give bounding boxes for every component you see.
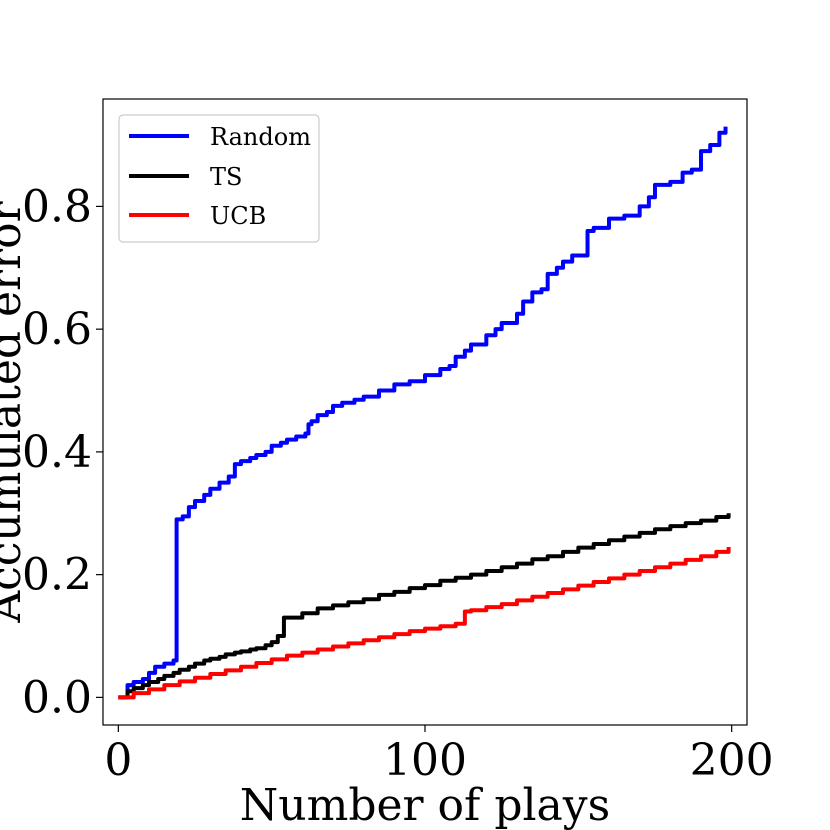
y-tick-label: 0.4 [22, 427, 92, 478]
series-layer [118, 126, 731, 700]
legend-box [118, 114, 320, 243]
series-line-random [118, 126, 728, 700]
legend-label-ts: TS [210, 163, 242, 191]
x-tick-label: 200 [690, 735, 774, 786]
legend: Random TS UCB [118, 114, 320, 243]
y-tick-label: 0.2 [22, 550, 92, 601]
x-axis-label: Number of plays [240, 780, 610, 830]
series-line-ts [118, 513, 731, 700]
series-line-ucb [118, 547, 731, 700]
x-tick-label: 0 [104, 735, 132, 786]
y-tick-label: 0.8 [22, 181, 92, 232]
y-axis-label: Accumulated error [0, 200, 31, 623]
x-ticks: 0 100 200 [104, 725, 774, 786]
y-tick-label: 0.0 [22, 672, 92, 723]
legend-label-ucb: UCB [210, 202, 266, 230]
x-tick-label: 100 [383, 735, 467, 786]
legend-label-random: Random [210, 123, 311, 151]
y-tick-label: 0.6 [22, 304, 92, 355]
y-ticks: 0.0 0.2 0.4 0.6 0.8 [22, 181, 103, 723]
